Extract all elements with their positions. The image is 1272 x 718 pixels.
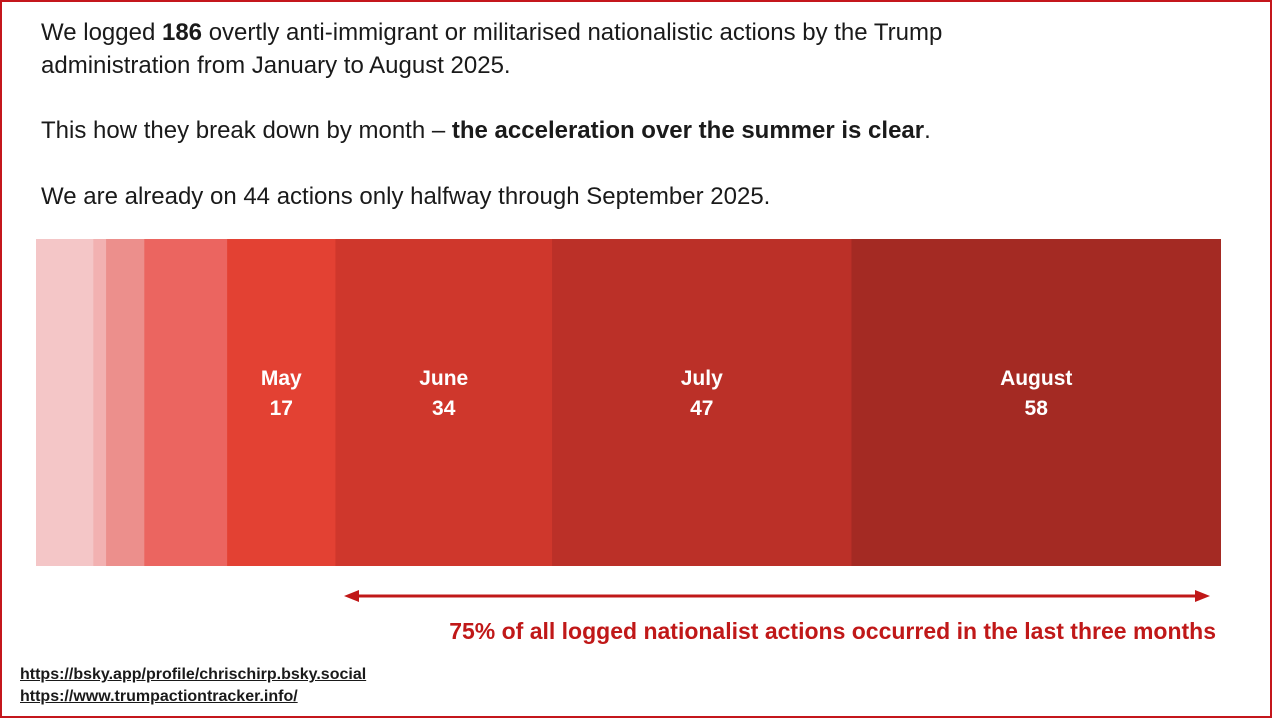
- segment-value-label: 58: [1025, 397, 1049, 420]
- stacked-bar-chart: May 17 June 34 July 47 August 58: [36, 239, 1221, 566]
- acceleration-highlight: the acceleration over the summer is clea…: [451, 117, 925, 144]
- bar-segment-august: [851, 239, 1221, 566]
- bar-segment-july: [552, 239, 852, 566]
- intro-paragraph-september: We are already on 44 actions only halfwa…: [41, 183, 771, 210]
- stacked-bar-svg: May 17 June 34 July 47 August 58: [36, 239, 1221, 566]
- bar-segment-month-3: [106, 239, 145, 566]
- bar-segment-june: [335, 239, 553, 566]
- last-three-months-span: [344, 586, 1210, 606]
- intro-text-part: We logged: [41, 19, 162, 46]
- arrow-head-right: [1195, 590, 1210, 602]
- bar-segment-month-2: [93, 239, 107, 566]
- segment-month-label: July: [681, 367, 723, 390]
- bar-segment-may: [227, 239, 336, 566]
- intro-text-part: overtly anti-immigrant or militarised na…: [41, 19, 943, 79]
- intro-text-part: This how they break down by month –: [41, 117, 452, 144]
- segment-value-label: 34: [432, 397, 456, 420]
- segment-month-label: May: [261, 367, 302, 390]
- source-links: https://bsky.app/profile/chrischirp.bsky…: [20, 664, 366, 708]
- bar-segment-month-4: [144, 239, 228, 566]
- summer-share-callout: 75% of all logged nationalist actions oc…: [449, 618, 1216, 644]
- segment-value-label: 17: [270, 397, 293, 420]
- segment-month-label: August: [1000, 367, 1072, 390]
- tracker-site-link[interactable]: https://www.trumpactiontracker.info/: [20, 688, 298, 705]
- intro-paragraph-breakdown: This how they break down by month – the …: [41, 114, 931, 147]
- bar-segment-month-1: [36, 239, 94, 566]
- total-actions-count: 186: [161, 19, 203, 46]
- arrow-head-left: [344, 590, 359, 602]
- intro-text-part: .: [924, 117, 931, 144]
- segment-value-label: 47: [690, 397, 713, 420]
- double-arrow-icon: [344, 590, 1210, 602]
- segment-month-label: June: [419, 367, 468, 390]
- intro-paragraph-total: We logged 186 overtly anti-immigrant or …: [41, 16, 1051, 82]
- bluesky-profile-link[interactable]: https://bsky.app/profile/chrischirp.bsky…: [20, 666, 367, 683]
